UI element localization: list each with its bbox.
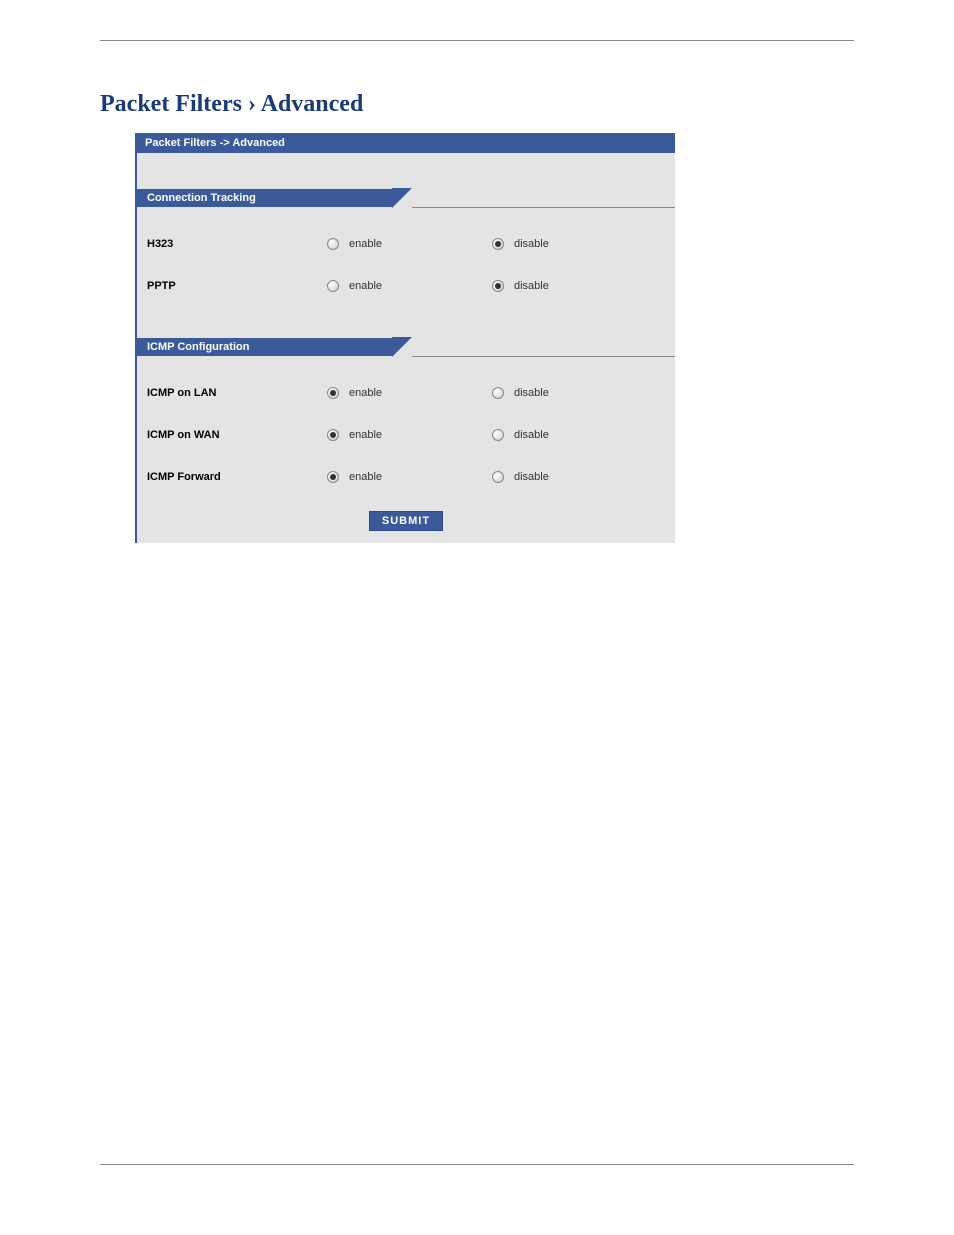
option-label: ICMP on WAN (147, 429, 327, 441)
option-label: H323 (147, 238, 327, 250)
radio-label: enable (349, 238, 382, 250)
radio-label: enable (349, 429, 382, 441)
radio-group-enable: enable (327, 429, 492, 441)
triangle-icon (392, 188, 412, 208)
radio-label: disable (514, 387, 549, 399)
section-header-label: Connection Tracking (137, 189, 392, 207)
radio-icmp-forward-enable[interactable] (327, 471, 339, 483)
option-label: ICMP Forward (147, 471, 327, 483)
submit-button[interactable]: SUBMIT (369, 511, 443, 531)
option-row-icmp-forward: ICMP Forward enable disable (137, 461, 675, 503)
option-label: ICMP on LAN (147, 387, 327, 399)
breadcrumb: Packet Filters -> Advanced (137, 133, 675, 153)
radio-icmp-lan-disable[interactable] (492, 387, 504, 399)
radio-label: disable (514, 471, 549, 483)
radio-pptp-disable[interactable] (492, 280, 504, 292)
radio-pptp-enable[interactable] (327, 280, 339, 292)
radio-h323-enable[interactable] (327, 238, 339, 250)
page-container: Packet Filters › Advanced Packet Filters… (0, 0, 954, 583)
radio-group-enable: enable (327, 387, 492, 399)
radio-group-disable: disable (492, 387, 657, 399)
top-rule (100, 40, 854, 41)
section-header-label: ICMP Configuration (137, 338, 392, 356)
radio-group-enable: enable (327, 238, 492, 250)
radio-label: enable (349, 387, 382, 399)
radio-group-disable: disable (492, 280, 657, 292)
radio-label: enable (349, 471, 382, 483)
submit-row: SUBMIT (137, 503, 675, 543)
section-header-rule (412, 356, 675, 357)
radio-group-disable: disable (492, 471, 657, 483)
section-header-icmp-configuration: ICMP Configuration (137, 337, 675, 357)
option-row-h323: H323 enable disable (137, 228, 675, 270)
radio-h323-disable[interactable] (492, 238, 504, 250)
radio-icmp-wan-disable[interactable] (492, 429, 504, 441)
section-header-rule (412, 207, 675, 208)
page-title: Packet Filters › Advanced (100, 91, 854, 118)
radio-group-disable: disable (492, 238, 657, 250)
triangle-icon (392, 337, 412, 357)
section-header-connection-tracking: Connection Tracking (137, 188, 675, 208)
radio-label: disable (514, 280, 549, 292)
option-row-icmp-lan: ICMP on LAN enable disable (137, 377, 675, 419)
radio-label: enable (349, 280, 382, 292)
radio-icmp-lan-enable[interactable] (327, 387, 339, 399)
radio-group-enable: enable (327, 280, 492, 292)
bottom-rule (100, 1164, 854, 1165)
radio-label: disable (514, 238, 549, 250)
spacer (137, 312, 675, 337)
option-label: PPTP (147, 280, 327, 292)
radio-label: disable (514, 429, 549, 441)
radio-icmp-wan-enable[interactable] (327, 429, 339, 441)
config-panel: Packet Filters -> Advanced Connection Tr… (135, 133, 675, 543)
radio-group-disable: disable (492, 429, 657, 441)
option-row-icmp-wan: ICMP on WAN enable disable (137, 419, 675, 461)
radio-group-enable: enable (327, 471, 492, 483)
option-row-pptp: PPTP enable disable (137, 270, 675, 312)
radio-icmp-forward-disable[interactable] (492, 471, 504, 483)
spacer (137, 153, 675, 188)
